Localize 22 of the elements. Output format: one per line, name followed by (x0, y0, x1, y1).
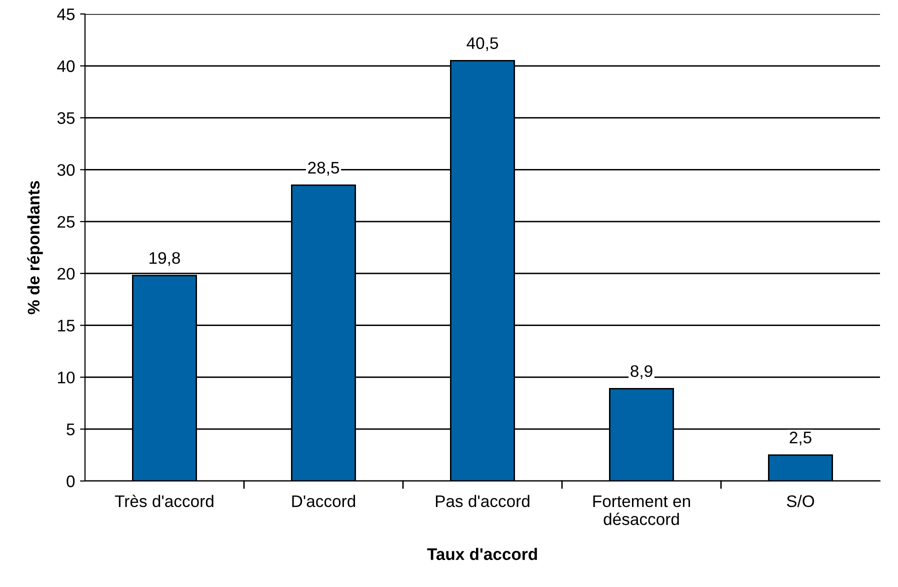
y-axis-title: % de répondants (27, 181, 43, 314)
x-tick-label: Fortement en désaccord (593, 496, 690, 526)
x-tick-label: S/O (786, 494, 814, 508)
x-tick-label: Très d'accord (114, 494, 214, 508)
y-tick-label: 20 (58, 268, 75, 280)
y-tick-label: 25 (58, 216, 75, 228)
data-label: 8,9 (630, 365, 652, 379)
y-tick-label: 35 (57, 112, 75, 124)
data-label: 2,5 (790, 432, 812, 446)
data-label: 28,5 (308, 162, 340, 176)
data-label: 19,8 (150, 252, 180, 266)
y-tick-label: 10 (58, 372, 75, 384)
x-tick-label: D'accord (292, 494, 356, 508)
y-tick-label: 15 (58, 320, 75, 332)
y-tick-label: 45 (57, 8, 75, 20)
x-axis-title: Taux d'accord (427, 548, 537, 560)
y-tick-label: 5 (66, 424, 75, 436)
y-tick-label: 40 (57, 60, 75, 72)
y-tick-label: 30 (57, 164, 75, 176)
x-tick-label: Pas d'accord (436, 494, 530, 508)
y-tick-label: 0 (66, 475, 75, 488)
data-label: 40,5 (466, 37, 498, 52)
